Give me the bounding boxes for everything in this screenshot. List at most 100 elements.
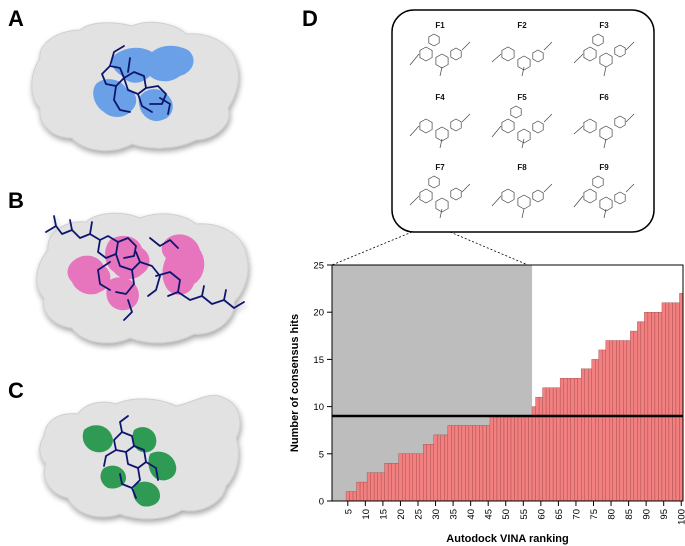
protein-surface-b xyxy=(36,212,249,344)
bar xyxy=(623,340,628,502)
shaded-region-upper xyxy=(332,265,533,417)
bar xyxy=(654,312,659,502)
ligand-b xyxy=(45,215,245,321)
x-tick-label: 100 xyxy=(677,509,685,525)
compound-structure xyxy=(573,175,635,219)
bar xyxy=(542,387,547,502)
compound-structure xyxy=(491,41,553,77)
compound-structure xyxy=(409,113,471,149)
y-axis-title: Number of consensus hits xyxy=(289,314,301,452)
x-tick-label: 5 xyxy=(343,509,354,514)
bar xyxy=(612,340,617,502)
bar xyxy=(626,340,631,502)
x-tick-label: 70 xyxy=(571,509,582,520)
bar xyxy=(359,481,364,502)
compound-structure xyxy=(491,105,553,149)
bar xyxy=(394,463,399,502)
y-tick-label: 10 xyxy=(313,402,324,413)
bar xyxy=(644,312,649,502)
bar xyxy=(486,425,491,502)
bar xyxy=(380,472,385,502)
bar xyxy=(679,293,684,502)
bar xyxy=(500,415,505,502)
bar xyxy=(363,481,368,502)
zoom-connector-right xyxy=(449,231,529,266)
bar xyxy=(405,453,410,502)
bar xyxy=(419,453,424,502)
inset-frame xyxy=(391,9,655,233)
bar xyxy=(496,415,501,502)
bar xyxy=(524,415,529,502)
x-tick-label: 80 xyxy=(607,509,618,520)
bar xyxy=(517,415,522,502)
bar xyxy=(482,425,487,502)
y-tick-label: 25 xyxy=(313,261,324,272)
x-tick-label: 60 xyxy=(536,509,547,520)
compound-structure xyxy=(573,113,635,149)
bar xyxy=(514,415,519,502)
x-tick-label: 95 xyxy=(659,509,670,520)
x-tick-label: 20 xyxy=(396,509,407,520)
binding-site-c xyxy=(82,425,177,507)
bar xyxy=(528,415,533,502)
bar-series xyxy=(345,293,684,502)
bar xyxy=(566,378,571,502)
y-tick-label: 15 xyxy=(313,355,324,366)
bar xyxy=(373,472,378,502)
compound-structure xyxy=(573,33,635,77)
bar xyxy=(577,378,582,502)
bar xyxy=(423,444,427,502)
x-tick-label: 25 xyxy=(413,509,424,520)
bar xyxy=(451,425,456,502)
compound-label: F4 xyxy=(435,93,445,102)
x-tick-label: 15 xyxy=(378,509,389,520)
bar xyxy=(573,378,578,502)
bar xyxy=(640,321,645,502)
bar xyxy=(468,425,473,502)
zoom-connector-left xyxy=(331,231,413,266)
x-tick-label: 10 xyxy=(361,509,372,520)
x-tick-label: 75 xyxy=(589,509,600,520)
protein-surface-c xyxy=(39,394,241,520)
bar xyxy=(570,378,575,502)
bar xyxy=(556,387,561,502)
bar xyxy=(584,368,589,502)
bar xyxy=(475,425,480,502)
bar xyxy=(472,425,477,502)
bar xyxy=(454,425,459,502)
bar xyxy=(609,340,613,502)
bar xyxy=(461,425,466,502)
compound-label: F9 xyxy=(599,163,609,172)
y-tick-label: 20 xyxy=(313,308,324,319)
bar xyxy=(465,425,470,502)
compound-structure xyxy=(409,175,471,219)
x-tick-label: 30 xyxy=(431,509,442,520)
bar xyxy=(591,359,596,502)
ligand-c xyxy=(103,415,159,499)
bar xyxy=(447,425,452,502)
bar xyxy=(412,453,417,502)
bar xyxy=(387,463,392,502)
bar xyxy=(444,434,449,502)
plot-frame xyxy=(331,264,684,502)
y-tick-label: 5 xyxy=(319,449,324,460)
bar xyxy=(651,312,656,502)
bar xyxy=(426,444,431,502)
compound-label: F8 xyxy=(517,163,527,172)
bar xyxy=(479,425,484,502)
bar xyxy=(458,425,463,502)
panel-label-b: B xyxy=(8,188,24,213)
bar xyxy=(535,396,540,502)
bar xyxy=(433,434,438,502)
compound-structures xyxy=(409,33,635,219)
bar xyxy=(402,453,406,502)
ligand-a xyxy=(101,45,171,115)
bar xyxy=(398,453,403,502)
bar xyxy=(366,472,371,502)
bar xyxy=(440,434,445,502)
compound-label: F1 xyxy=(435,21,445,30)
x-tick-label: 35 xyxy=(449,509,460,520)
bar xyxy=(416,453,420,502)
panel-label-d: D xyxy=(302,6,318,31)
